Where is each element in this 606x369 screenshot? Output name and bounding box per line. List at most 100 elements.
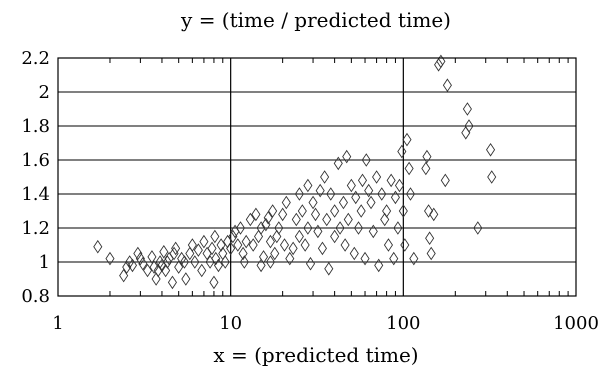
x-tick-label: 10 [219,313,242,334]
data-point [258,250,269,264]
data-point [235,221,246,235]
data-point [400,238,410,252]
data-point [425,231,435,246]
data-point [473,221,483,235]
data-point [333,156,343,171]
data-point [426,246,436,261]
data-point [326,187,336,201]
data-point [320,170,330,184]
data-point [322,212,332,227]
data-point [405,187,416,201]
data-point [409,251,419,266]
data-point [209,275,219,290]
data-point [308,195,318,210]
data-point [161,263,171,278]
data-point [303,178,313,193]
data-point [228,229,238,244]
data-point [487,170,497,184]
data-point [464,119,474,133]
data-point [185,246,195,261]
data-point [210,229,220,244]
data-point [424,204,434,218]
data-point [300,238,310,252]
data-point [429,207,439,222]
data-point [486,142,496,157]
data-point [193,243,203,257]
data-point [440,173,450,188]
data-point [346,178,356,193]
data-point [364,183,374,198]
data-point [389,251,399,266]
data-point [366,195,376,210]
data-point [383,238,393,252]
data-point [162,255,172,269]
data-point [93,239,103,254]
data-point [142,263,153,278]
data-point [394,178,405,193]
data-point [330,204,340,218]
y-tick-label: 1.6 [21,150,50,171]
data-point [153,263,163,278]
data-point [278,207,288,222]
data-point [382,204,392,218]
data-point [105,251,115,266]
y-tick-label: 1.2 [21,218,50,239]
data-point [256,221,266,235]
data-point [436,54,446,69]
data-point [207,241,217,256]
data-point [187,238,197,252]
data-point [127,258,138,273]
data-point [285,251,295,266]
data-point [372,170,382,184]
data-point [263,210,273,225]
data-point [265,234,275,249]
data-point [303,221,313,235]
data-point [239,255,249,269]
data-point [324,261,334,276]
data-point [404,161,414,176]
tick-marks [109,58,569,296]
data-point [256,258,266,273]
data-point [343,212,353,227]
data-point [380,212,390,227]
data-point [335,221,345,235]
data-point [330,229,340,244]
data-point [442,78,452,93]
data-point [338,195,348,210]
data-point [398,204,408,218]
data-point [270,246,280,261]
data-point [313,224,323,239]
grid-lines [58,58,576,296]
data-point [361,153,371,167]
data-point [291,212,301,227]
x-tick-label: 100 [386,313,420,334]
data-point [211,251,221,266]
data-point [274,221,284,235]
data-point [386,173,396,188]
data-point [147,250,157,264]
data-point [174,260,184,274]
chart-title: y = (time / predicted time) [180,8,451,32]
data-point [356,204,366,218]
data-point [213,258,224,273]
data-point [268,204,278,218]
data-point [238,246,248,261]
data-point [349,246,359,261]
y-tick-label: 2.2 [21,48,50,69]
data-point [226,241,236,256]
data-point [197,263,207,278]
data-point [202,246,212,261]
data-point [342,149,352,164]
data-point [315,183,325,198]
y-tick-label: 1 [39,252,50,273]
data-point [434,57,444,72]
data-point [135,251,145,266]
data-point [281,195,291,210]
data-point [190,255,200,269]
data-point [119,268,129,283]
y-tick-label: 1.8 [21,116,50,137]
data-point [294,187,304,201]
data-points [93,54,497,290]
data-point [220,255,230,269]
x-tick-label: 1000 [553,313,599,334]
